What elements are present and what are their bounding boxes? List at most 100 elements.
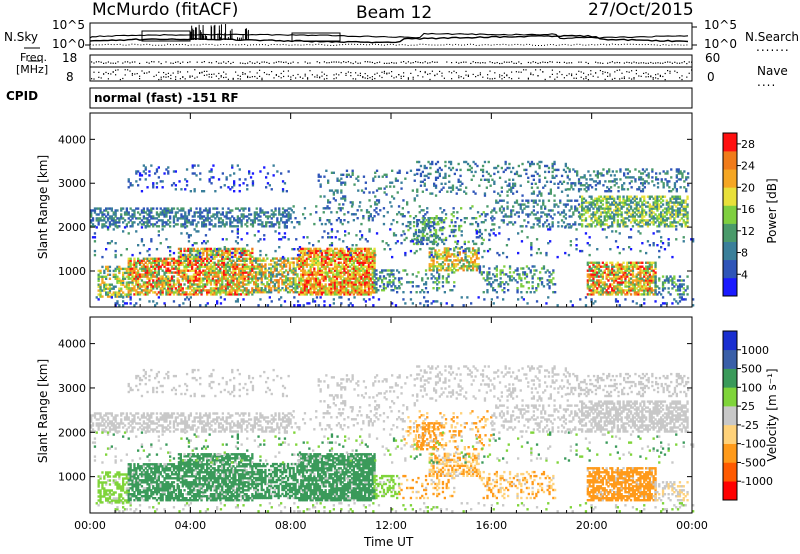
power-cell: [228, 249, 231, 253]
freq-dot: [419, 61, 421, 64]
power-cell: [187, 279, 190, 282]
power-cell: [443, 242, 446, 246]
power-cell: [196, 289, 199, 292]
freq-dot: [340, 62, 342, 64]
power-cell: [358, 205, 361, 208]
power-cell: [322, 211, 325, 214]
nave-dot: [511, 78, 513, 80]
power-cell: [343, 213, 346, 216]
nave-dot: [556, 76, 558, 78]
freq-dot: [429, 62, 431, 64]
power-cell: [215, 285, 218, 288]
power-cell: [154, 269, 157, 272]
power-cell: [179, 287, 182, 290]
power-cell: [165, 271, 168, 274]
nave-dot: [223, 71, 225, 73]
power-cell: [172, 257, 176, 260]
power-cell: [176, 289, 179, 292]
freq-dot: [527, 61, 529, 64]
power-cell: [215, 293, 218, 296]
power-cell: [155, 277, 159, 280]
power-cell: [177, 267, 181, 270]
nave-dot: [259, 75, 261, 77]
power-cell: [222, 267, 226, 270]
power-cell: [456, 211, 459, 214]
power-cell: [185, 265, 188, 268]
nave-dot: [165, 73, 167, 76]
power-cell: [192, 279, 196, 282]
power-cell: [433, 228, 436, 232]
power-cell: [209, 291, 213, 294]
power-cell: [453, 285, 456, 288]
nave-dot: [691, 69, 693, 71]
power-cell: [224, 285, 228, 288]
power-cell: [400, 277, 403, 280]
power-cell: [239, 269, 243, 272]
power-cell: [200, 263, 203, 266]
freq-dot: [599, 62, 601, 64]
power-cell: [226, 291, 229, 294]
power-cell: [163, 281, 166, 284]
freq-dot: [607, 62, 609, 64]
power-cell: [202, 265, 205, 268]
power-cell: [207, 291, 211, 294]
power-cell: [667, 287, 670, 290]
power-cell: [382, 207, 386, 210]
nave-dot: [393, 77, 395, 79]
power-cell: [292, 261, 295, 264]
power-cell: [654, 271, 657, 274]
power-cell: [222, 259, 226, 262]
power-cell: [194, 273, 197, 276]
power-cell: [118, 281, 121, 284]
power-cell: [486, 213, 489, 216]
freq-dot: [100, 61, 102, 63]
power-cell: [200, 265, 203, 268]
nave-dot: [278, 75, 280, 78]
freq-dot: [657, 62, 659, 64]
power-cell: [495, 291, 498, 294]
power-cell: [155, 287, 159, 290]
power-cell: [215, 291, 218, 294]
power-cell: [118, 265, 121, 269]
power-cell: [234, 253, 237, 257]
beam-title: Beam 12: [356, 3, 433, 23]
power-cell: [545, 219, 549, 222]
power-cell: [554, 291, 557, 294]
freq-dot: [410, 62, 412, 64]
power-cell: [516, 267, 519, 270]
power-cell: [343, 249, 346, 253]
power-cell: [226, 263, 229, 266]
power-cell: [189, 255, 192, 258]
power-cell: [105, 293, 108, 296]
power-cell: [159, 281, 162, 284]
power-cell: [194, 289, 197, 292]
power-cell: [261, 221, 264, 224]
power-cell: [471, 205, 474, 208]
power-cell: [157, 263, 160, 266]
nave-dot: [122, 77, 124, 80]
power-cell: [135, 267, 138, 270]
power-cell: [192, 291, 196, 294]
power-cell: [114, 291, 117, 294]
power-cell: [228, 257, 231, 260]
power-cell: [232, 269, 235, 272]
power-cell: [135, 283, 138, 286]
power-cell: [202, 279, 205, 282]
power-cell: [209, 289, 213, 292]
power-cell: [204, 249, 207, 253]
power-cell: [165, 293, 168, 296]
power-cell: [214, 223, 217, 226]
power-cell: [495, 279, 498, 282]
power-cell: [122, 275, 125, 278]
nave-dot: [249, 76, 251, 78]
power-cell: [177, 247, 181, 251]
power-cell: [228, 267, 231, 270]
freq-dot: [496, 61, 498, 64]
nave-dot: [662, 75, 664, 78]
power-cell: [150, 257, 153, 260]
power-cell: [133, 277, 136, 280]
freq-dot: [676, 62, 678, 64]
nave-dot: [136, 72, 138, 75]
power-cell: [226, 283, 229, 286]
power-cell: [161, 277, 164, 280]
